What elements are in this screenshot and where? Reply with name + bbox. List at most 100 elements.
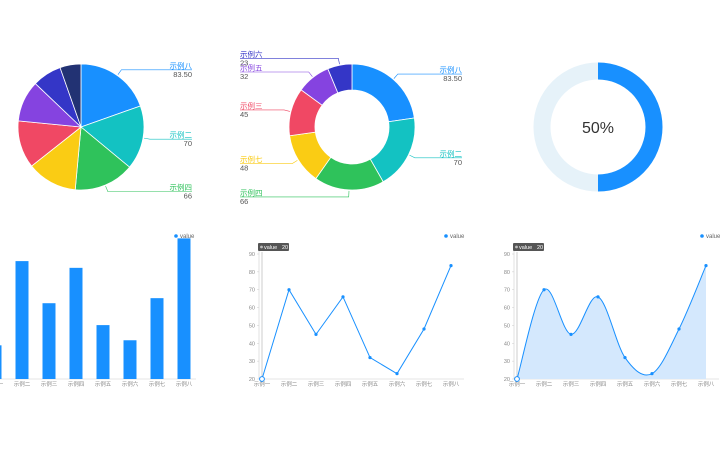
data-point[interactable] bbox=[569, 332, 573, 336]
gauge-chart: 50% bbox=[533, 62, 663, 192]
label-leader-line bbox=[143, 137, 192, 140]
data-point[interactable] bbox=[341, 295, 345, 299]
active-point[interactable] bbox=[514, 376, 520, 382]
slice-label: 示例四 bbox=[240, 187, 263, 197]
slice-value: 45 bbox=[240, 110, 248, 119]
x-tick-label: 示例二 bbox=[14, 380, 31, 388]
gauge-label: 50% bbox=[582, 120, 614, 137]
legend-label: value bbox=[180, 234, 195, 240]
legend: value bbox=[444, 234, 465, 240]
bar[interactable] bbox=[96, 325, 110, 379]
slice-label: 示例八 bbox=[440, 65, 463, 75]
x-tick-label: 示例一 bbox=[254, 380, 271, 388]
x-tick-label: 示例三 bbox=[308, 380, 325, 388]
tooltip-marker bbox=[260, 245, 263, 249]
active-point[interactable] bbox=[259, 376, 265, 382]
data-point[interactable] bbox=[704, 264, 708, 268]
label-leader-line bbox=[240, 190, 350, 198]
x-tick-label: 示例七 bbox=[416, 380, 433, 388]
y-tick-label: 60 bbox=[504, 306, 510, 312]
data-point[interactable] bbox=[314, 332, 318, 336]
bar-chart: 示例一 示例二 示例三 示例四 示例五 示例六 示例七 示例八 bbox=[0, 238, 196, 388]
bar[interactable] bbox=[123, 340, 137, 379]
tooltip: value 20 bbox=[258, 243, 289, 251]
x-tick-label: 示例八 bbox=[443, 380, 460, 388]
label-leader-line bbox=[393, 73, 462, 79]
tooltip-label: value bbox=[519, 245, 532, 251]
data-point[interactable] bbox=[677, 327, 681, 331]
y-tick-label: 90 bbox=[504, 252, 510, 258]
data-point[interactable] bbox=[395, 372, 399, 376]
x-tick-label: 示例四 bbox=[590, 380, 607, 388]
pie-slice[interactable] bbox=[74, 126, 131, 191]
data-point[interactable] bbox=[596, 295, 600, 299]
x-tick-label: 示例八 bbox=[176, 380, 193, 388]
legend: value bbox=[700, 234, 720, 240]
x-tick-label: 示例一 bbox=[509, 380, 526, 388]
y-tick-label: 50 bbox=[504, 323, 510, 329]
data-point[interactable] bbox=[542, 288, 546, 292]
y-tick-label: 70 bbox=[249, 288, 255, 294]
tooltip-value: 20 bbox=[282, 245, 288, 251]
slice-label: 示例二 bbox=[170, 130, 193, 140]
slice-value: 83.50 bbox=[443, 74, 462, 83]
bar[interactable] bbox=[42, 303, 56, 379]
label-leader-line bbox=[240, 58, 340, 65]
pie-slice[interactable] bbox=[59, 63, 82, 128]
y-tick-label: 80 bbox=[249, 270, 255, 276]
bar[interactable] bbox=[15, 261, 29, 379]
tooltip-box bbox=[258, 243, 289, 251]
tooltip-box bbox=[513, 243, 544, 251]
label-leader-line bbox=[117, 69, 192, 75]
y-tick-label: 40 bbox=[504, 341, 510, 347]
data-point[interactable] bbox=[287, 288, 291, 292]
x-tick-label: 示例五 bbox=[617, 380, 634, 388]
slice-value: 66 bbox=[184, 192, 192, 201]
data-point[interactable] bbox=[422, 327, 426, 331]
tooltip-value: 20 bbox=[537, 245, 543, 251]
label-leader-line bbox=[409, 154, 462, 159]
pie-slice[interactable] bbox=[351, 63, 415, 123]
slice-value: 32 bbox=[240, 72, 248, 81]
data-point[interactable] bbox=[650, 372, 654, 376]
bar[interactable] bbox=[177, 238, 191, 379]
x-tick-label: 示例三 bbox=[41, 380, 58, 388]
x-tick-label: 示例七 bbox=[671, 380, 688, 388]
area-fill bbox=[517, 265, 706, 379]
y-tick-label: 60 bbox=[249, 306, 255, 312]
legend-marker bbox=[174, 234, 178, 238]
slice-label: 示例八 bbox=[170, 60, 193, 70]
x-tick-label: 示例五 bbox=[362, 380, 379, 388]
y-tick-label: 40 bbox=[249, 341, 255, 347]
slice-label: 示例七 bbox=[240, 154, 263, 164]
x-tick-label: 示例六 bbox=[644, 380, 661, 388]
bar[interactable] bbox=[0, 345, 2, 379]
y-tick-label: 90 bbox=[249, 252, 255, 258]
x-tick-label: 示例二 bbox=[536, 380, 553, 388]
x-tick-label: 示例八 bbox=[698, 380, 715, 388]
slice-label: 示例三 bbox=[240, 100, 263, 110]
data-point[interactable] bbox=[368, 355, 372, 360]
tooltip: value 20 bbox=[513, 243, 544, 251]
slice-value: 83.50 bbox=[173, 70, 192, 79]
pie-slice[interactable] bbox=[80, 63, 141, 128]
data-point[interactable] bbox=[623, 355, 627, 360]
tooltip-marker bbox=[515, 245, 518, 249]
x-tick-label: 示例二 bbox=[281, 380, 298, 388]
x-tick-label: 示例一 bbox=[0, 380, 4, 388]
slice-value: 48 bbox=[240, 164, 248, 173]
legend-label: value bbox=[450, 234, 465, 240]
pie-slice[interactable] bbox=[327, 63, 353, 94]
x-tick-label: 示例四 bbox=[335, 380, 352, 388]
bar[interactable] bbox=[69, 267, 83, 379]
data-point[interactable] bbox=[449, 264, 453, 268]
slice-label: 示例六 bbox=[240, 49, 263, 59]
x-tick-label: 示例五 bbox=[95, 380, 112, 388]
gauge-arc bbox=[597, 62, 663, 192]
bar[interactable] bbox=[150, 298, 164, 379]
pie-slice[interactable] bbox=[80, 105, 145, 168]
slice-value: 70 bbox=[454, 158, 462, 167]
